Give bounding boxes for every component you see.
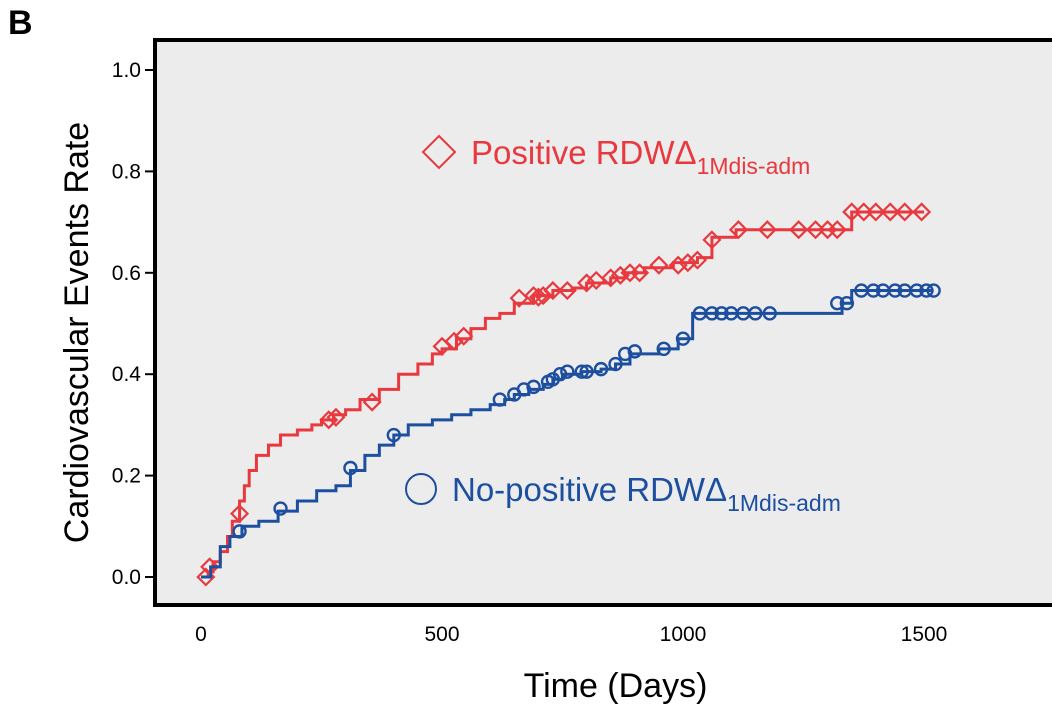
censor-marker <box>675 331 691 346</box>
series-positive <box>196 202 932 587</box>
legend-label-positive: Positive RDWΔ1Mdis-adm <box>471 134 810 179</box>
censor-marker <box>866 283 881 298</box>
censor-marker <box>926 283 941 298</box>
censor-marker <box>579 364 594 379</box>
censor-marker <box>714 306 729 321</box>
censor-marker <box>617 346 633 362</box>
censor-marker <box>577 273 597 293</box>
censor-marker <box>678 253 698 273</box>
censor-marker <box>610 265 630 285</box>
censor-marker <box>702 230 722 250</box>
legend-marker-diamond <box>421 134 457 170</box>
censor-marker <box>593 361 609 377</box>
plot-area <box>155 40 1052 605</box>
x-tick-label: 500 <box>424 623 459 646</box>
censor-marker <box>526 379 541 395</box>
censor-marker <box>887 283 903 298</box>
legend-positive: Positive RDWΔ1Mdis-adm <box>421 134 810 179</box>
series-no-positive <box>201 283 941 579</box>
y-tick-label: 0.6 <box>112 262 141 285</box>
series-layer <box>196 202 941 587</box>
legend-label-no-positive: No-positive RDWΔ1Mdis-adm <box>452 471 841 516</box>
censor-marker <box>601 268 621 288</box>
y-tick-label: 0.8 <box>112 160 141 183</box>
censor-marker <box>557 280 577 301</box>
x-tick-label: 1500 <box>901 623 948 646</box>
censor-marker <box>839 296 855 311</box>
panel-label: B <box>8 4 33 42</box>
censor-marker <box>656 341 671 357</box>
legend-marker-circle <box>405 473 437 505</box>
censor-marker <box>574 364 589 379</box>
censor-marker <box>668 255 688 275</box>
censor-marker <box>687 250 708 270</box>
x-tick-label: 1000 <box>660 623 707 646</box>
y-tick-label: 0.0 <box>112 566 141 589</box>
censor-marker <box>492 392 508 407</box>
plot-frame <box>153 38 1052 607</box>
y-tick-label: 1.0 <box>112 59 141 82</box>
legend-label-no-positive-sub: 1Mdis-adm <box>727 490 841 516</box>
x-tick-label: 0 <box>195 623 207 646</box>
censor-marker <box>386 427 401 443</box>
censor-marker <box>912 202 932 222</box>
censor-marker <box>880 202 900 222</box>
censor-marker <box>704 306 720 321</box>
axis-layer: 0.0 0.2 0.4 0.6 0.8 1.0 0 500 1000 1500 <box>112 59 948 646</box>
censor-marker <box>454 326 474 346</box>
legend-no-positive: No-positive RDWΔ1Mdis-adm <box>405 471 841 516</box>
censor-marker <box>627 344 642 359</box>
censor-marker <box>827 220 847 240</box>
censor-marker <box>630 263 650 283</box>
legend-label-no-positive-main: No-positive RDWΔ <box>452 471 727 508</box>
censor-marker <box>232 524 247 539</box>
censor-marker <box>560 364 575 379</box>
censor-marker <box>728 220 748 240</box>
x-axis-title: Time (Days) <box>524 667 708 705</box>
censor-marker <box>895 202 915 222</box>
censor-marker <box>273 501 288 516</box>
censor-marker <box>789 220 809 240</box>
legend-label-positive-main: Positive RDWΔ <box>471 134 697 171</box>
censor-marker <box>326 407 346 427</box>
censor-marker <box>649 255 669 275</box>
censor-marker <box>909 283 924 298</box>
censor-marker <box>830 296 845 311</box>
censor-marker <box>319 410 339 430</box>
censor-marker <box>748 306 763 321</box>
censor-marker <box>528 287 548 307</box>
y-tick-label: 0.4 <box>112 363 142 386</box>
legend-label-positive-sub: 1Mdis-adm <box>697 153 811 179</box>
censor-marker <box>516 382 532 397</box>
censor-marker <box>543 280 563 301</box>
censor-marker <box>757 220 777 240</box>
censor-marker <box>230 504 250 524</box>
censor-marker <box>866 202 886 222</box>
censor-marker <box>343 460 358 476</box>
y-axis-title: Cardiovascular Events Rate <box>58 122 96 543</box>
censor-marker <box>552 367 568 382</box>
censor-marker <box>362 392 382 412</box>
censor-marker <box>762 306 777 321</box>
censor-marker <box>919 283 934 298</box>
censor-marker <box>608 356 623 372</box>
y-tick-label: 0.2 <box>112 465 141 488</box>
